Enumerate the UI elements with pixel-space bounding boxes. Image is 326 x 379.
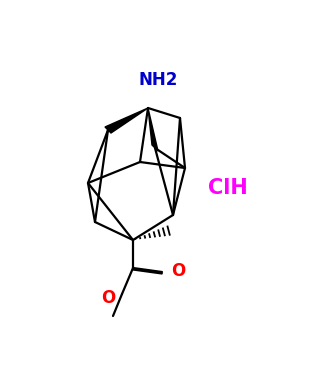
Text: NH2: NH2 xyxy=(138,71,178,89)
Text: ClH: ClH xyxy=(208,178,248,198)
Text: O: O xyxy=(101,289,115,307)
Polygon shape xyxy=(105,108,148,133)
Polygon shape xyxy=(148,108,158,151)
Text: O: O xyxy=(171,262,185,280)
